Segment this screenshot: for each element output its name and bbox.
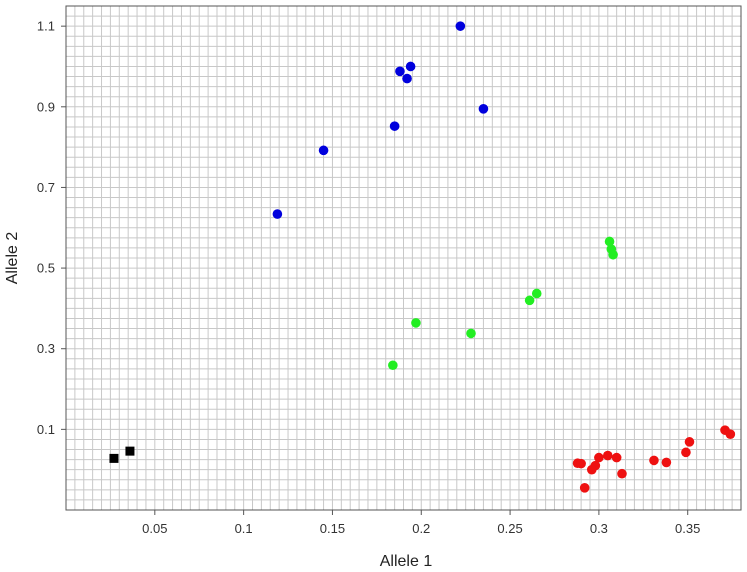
data-point: [389, 121, 400, 131]
data-point: [608, 249, 618, 260]
data-point: [594, 452, 604, 463]
data-point: [402, 73, 412, 84]
data-point: [531, 288, 542, 299]
x-tick-label: 0.35: [675, 521, 700, 536]
data-point: [611, 452, 622, 463]
data-point: [395, 66, 405, 77]
data-point: [272, 209, 283, 219]
data-point: [617, 468, 627, 479]
data-point: [649, 455, 659, 466]
x-axis-title: Allele 1: [380, 553, 433, 570]
data-marks: [109, 21, 736, 493]
data-point: [466, 328, 476, 339]
data-point: [586, 464, 597, 475]
data-point: [604, 236, 615, 247]
y-tick-label: 0.9: [37, 99, 55, 114]
data-point: [388, 360, 398, 371]
x-tick-label: 0.2: [412, 521, 430, 536]
data-point: [681, 447, 691, 458]
data-point: [602, 450, 613, 461]
y-tick-label: 0.5: [37, 261, 55, 276]
data-point: [125, 446, 135, 456]
data-point: [411, 318, 421, 328]
data-point: [684, 437, 695, 447]
data-point: [318, 145, 329, 156]
y-tick-label: 0.1: [37, 422, 55, 437]
y-tick-label: 0.7: [37, 180, 55, 195]
x-tick-label: 0.3: [590, 521, 608, 536]
data-point: [725, 429, 736, 439]
data-point: [405, 61, 416, 72]
data-point: [661, 457, 672, 468]
data-point: [524, 295, 535, 306]
x-tick-label: 0.05: [142, 521, 167, 536]
y-tick-label: 0.3: [37, 341, 55, 356]
grid-lines: [66, 6, 741, 510]
data-point: [478, 104, 489, 114]
y-axis-title: Allele 2: [4, 232, 21, 285]
data-point: [109, 453, 119, 463]
data-point: [455, 21, 466, 31]
x-tick-label: 0.1: [235, 521, 253, 536]
y-tick-label: 1.1: [37, 19, 55, 34]
x-tick-label: 0.25: [497, 521, 522, 536]
data-point: [576, 458, 586, 469]
plot-frame: [65, 5, 742, 511]
x-tick-label: 0.15: [320, 521, 345, 536]
axis-ticks: 0.05 0.1 0.15 0.2 0.25 0.3 0.35 0.1 0.3 0.5 0.7 0.9…: [37, 19, 700, 536]
data-point: [579, 483, 590, 493]
